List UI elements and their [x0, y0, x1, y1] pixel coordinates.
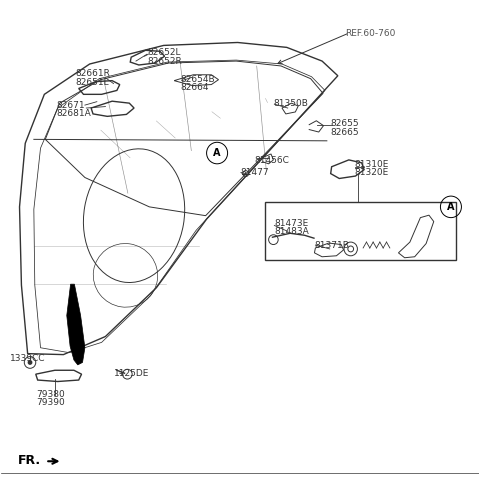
Text: 82661R: 82661R — [75, 69, 110, 78]
Text: REF.60-760: REF.60-760 — [345, 29, 396, 38]
Text: 82652R: 82652R — [147, 57, 182, 65]
Text: 1125DE: 1125DE — [114, 369, 149, 378]
Text: 81350B: 81350B — [274, 99, 308, 108]
Text: A: A — [447, 202, 455, 212]
Text: 82671: 82671 — [56, 101, 85, 110]
Text: 79390: 79390 — [36, 398, 64, 407]
Text: 82665: 82665 — [331, 127, 360, 136]
Text: FR.: FR. — [18, 454, 41, 467]
Text: 81477: 81477 — [240, 168, 269, 177]
Text: 82664: 82664 — [180, 84, 209, 92]
Circle shape — [28, 360, 33, 365]
Text: 81473E: 81473E — [275, 218, 309, 227]
Text: 82654B: 82654B — [180, 75, 215, 84]
Text: 81456C: 81456C — [254, 156, 289, 165]
Text: 81371B: 81371B — [314, 241, 349, 249]
Text: 81320E: 81320E — [355, 168, 389, 177]
Text: 82651L: 82651L — [75, 78, 109, 87]
Text: A: A — [213, 148, 221, 158]
Text: 1339CC: 1339CC — [10, 354, 46, 363]
Text: 82655: 82655 — [331, 119, 360, 128]
Text: 81483A: 81483A — [275, 227, 309, 236]
Text: 79380: 79380 — [36, 390, 64, 399]
Text: 81310E: 81310E — [355, 160, 389, 169]
Polygon shape — [67, 284, 85, 365]
Text: 82652L: 82652L — [147, 48, 180, 57]
Text: 82681A: 82681A — [56, 109, 91, 119]
